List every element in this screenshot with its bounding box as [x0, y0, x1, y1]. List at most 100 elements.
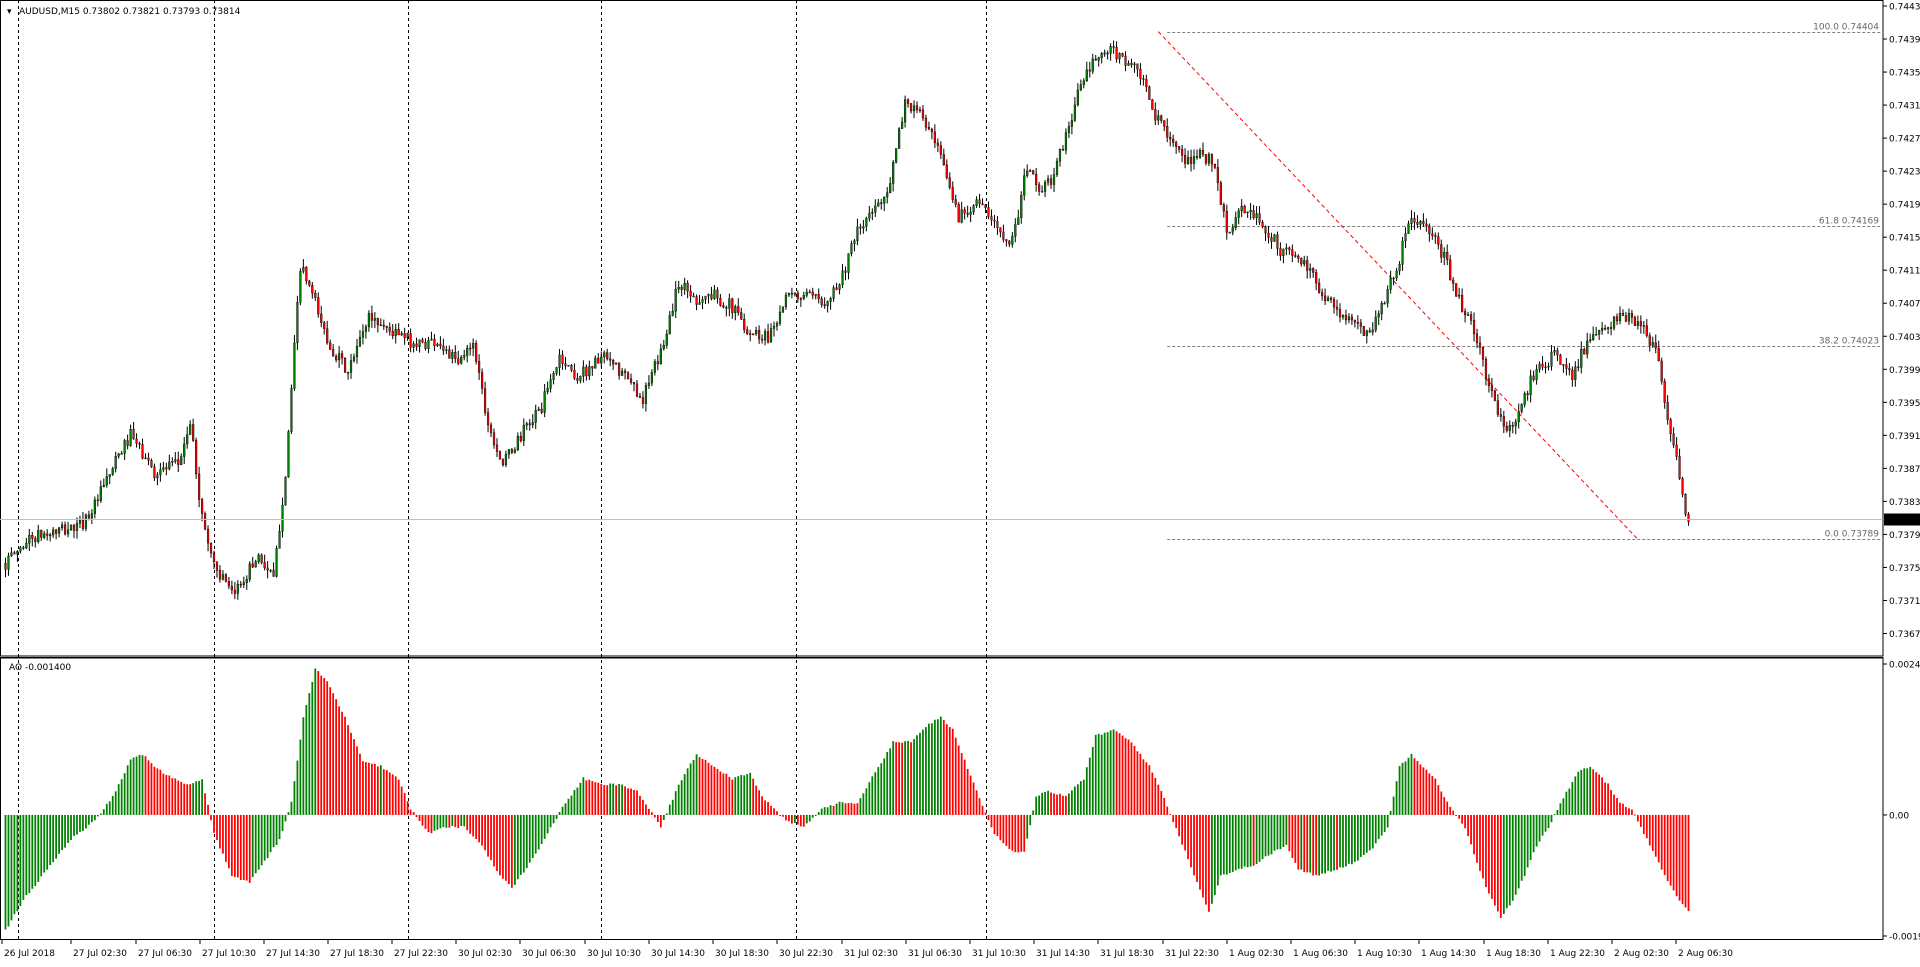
candle-body	[1118, 53, 1121, 60]
candle-body	[7, 555, 10, 570]
candle-body	[784, 294, 788, 307]
ao-bar	[805, 814, 808, 824]
ao-bar	[954, 737, 957, 815]
candle-body	[844, 270, 847, 273]
time-tick-label: 1 Aug 06:30	[1293, 949, 1348, 959]
ao-bar	[1559, 803, 1562, 815]
ao-bar	[665, 813, 668, 815]
ao-bar	[1106, 732, 1109, 815]
ao-bar	[1657, 814, 1660, 863]
ao-bar	[558, 811, 561, 815]
ao-bar	[1065, 795, 1067, 815]
ao-bar	[1541, 814, 1544, 836]
ao-bar	[597, 782, 600, 815]
candle-body	[1070, 120, 1073, 127]
ao-bar	[376, 766, 379, 815]
ao-bar	[1321, 814, 1324, 874]
ao-bar	[1461, 814, 1464, 824]
candle-body	[1645, 325, 1648, 336]
candle-body	[141, 444, 144, 459]
candle-body	[737, 306, 740, 313]
ao-bar	[412, 812, 415, 815]
ao-bar	[61, 814, 63, 851]
candle-body	[647, 382, 650, 386]
candle-body	[606, 352, 609, 360]
ao-bar	[692, 759, 695, 815]
ao-bar	[1124, 738, 1127, 815]
candle-body	[1660, 360, 1663, 382]
candle-body	[290, 388, 293, 432]
candle-body	[1318, 282, 1321, 293]
ao-bar	[799, 814, 802, 827]
ao-bar	[1684, 814, 1687, 908]
ao-bar	[782, 814, 784, 817]
ao-bar	[1234, 814, 1237, 871]
ao-bar	[868, 782, 871, 815]
ao-bar	[1538, 814, 1541, 842]
candle-body	[43, 533, 46, 538]
candle-body	[287, 431, 290, 478]
ao-bar	[1571, 781, 1574, 815]
ao-bar	[1091, 746, 1094, 815]
ao-bar	[1136, 751, 1139, 815]
ao-bar	[1517, 814, 1520, 889]
candle-body	[766, 331, 770, 343]
ao-bar	[1401, 762, 1404, 815]
candle-body	[87, 514, 90, 519]
candle-body	[725, 307, 728, 309]
candle-body	[1020, 195, 1023, 218]
ao-bar	[415, 814, 418, 818]
current-price-tag	[1884, 513, 1920, 526]
ao-bar	[1073, 786, 1076, 815]
candle-body	[1321, 292, 1324, 297]
candle-body	[838, 284, 841, 290]
candle-body	[349, 360, 353, 373]
ao-bar	[135, 756, 138, 815]
ao-bar	[213, 814, 215, 833]
ao-bar	[1318, 814, 1321, 876]
candle-body	[817, 294, 820, 299]
candle-body	[519, 435, 522, 441]
candle-body	[644, 385, 648, 404]
candle-body	[192, 424, 195, 441]
ao-bar	[910, 742, 912, 815]
candle-body	[1630, 313, 1634, 318]
ao-bar	[1219, 814, 1222, 876]
candle-body	[445, 349, 448, 351]
ao-bar	[1199, 814, 1201, 890]
candle-body	[355, 346, 359, 358]
ao-bar	[1133, 745, 1136, 815]
candle-body	[540, 408, 543, 413]
ao-bar	[1425, 769, 1428, 815]
candle-body	[1654, 342, 1657, 349]
price-tick-label: 0.73915	[1889, 432, 1920, 442]
ao-bar	[1115, 731, 1118, 815]
ao-bar	[1079, 781, 1082, 815]
candle-body	[1550, 351, 1553, 367]
ao-bar	[889, 748, 892, 815]
candle-body	[1583, 349, 1586, 355]
ao-bar	[1383, 814, 1386, 833]
candle-body	[623, 370, 627, 373]
candle-body	[895, 148, 898, 163]
candle-body	[1103, 52, 1106, 55]
candle-body	[1535, 369, 1538, 380]
ao-bar	[880, 763, 883, 815]
candle-body	[13, 552, 16, 555]
candle-body	[1148, 86, 1151, 100]
ao-bar	[939, 716, 942, 815]
ao-bar	[1023, 814, 1026, 852]
candle-body	[975, 199, 978, 206]
candle-body	[385, 325, 388, 328]
candle-body	[272, 569, 275, 577]
fib-level-label: 38.2 0.74023	[1819, 337, 1879, 347]
candle-body	[1636, 321, 1639, 326]
candle-body	[1541, 363, 1544, 368]
candle-body	[31, 534, 34, 539]
ao-bar	[180, 781, 183, 815]
ao-bar	[388, 772, 391, 815]
candle-body	[1005, 239, 1008, 242]
ao-bar	[1163, 797, 1166, 815]
candle-body	[507, 449, 510, 455]
